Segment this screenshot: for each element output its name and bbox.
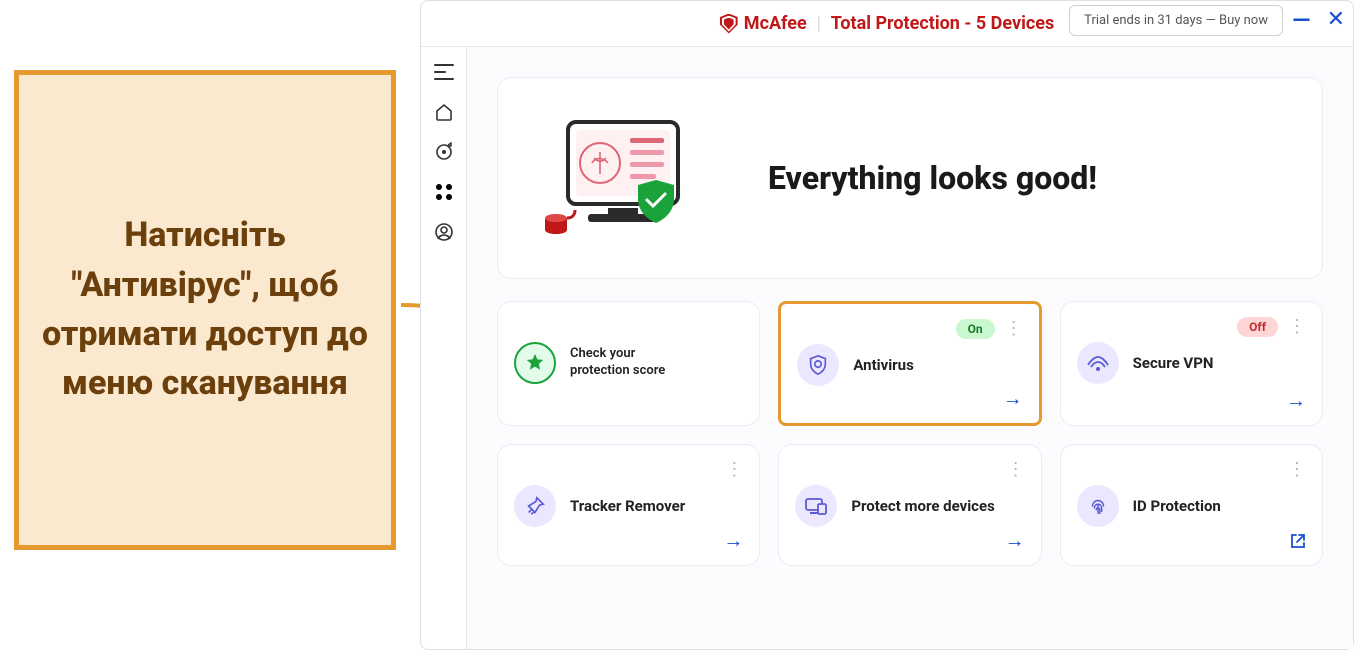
card-secure-vpn[interactable]: Off ⋮ Secure VPN →: [1060, 301, 1323, 426]
target-icon[interactable]: [433, 141, 455, 163]
antivirus-icon: [797, 344, 839, 386]
close-icon[interactable]: ✕: [1327, 7, 1345, 32]
titlebar: McAfee | Total Protection - 5 Devices Tr…: [421, 1, 1353, 46]
star-icon: [514, 342, 556, 384]
status-hero: Everything looks good!: [497, 77, 1323, 279]
trial-buy-button[interactable]: Trial ends in 31 days — Buy now: [1069, 5, 1283, 36]
hero-headline: Everything looks good!: [768, 159, 1097, 197]
minimize-icon[interactable]: —: [1292, 15, 1310, 25]
main-content: Everything looks good! Check your protec…: [467, 47, 1353, 649]
card-protection-score[interactable]: Check your protection score: [497, 301, 760, 426]
card-grid: Check your protection score On ⋮: [497, 301, 1323, 566]
devices-label: Protect more devices: [851, 497, 994, 515]
hero-illustration: [538, 108, 708, 248]
more-icon[interactable]: ⋮: [1288, 465, 1306, 475]
antivirus-label: Antivirus: [853, 356, 913, 374]
protection-score-line2: protection score: [570, 363, 665, 380]
idp-label: ID Protection: [1133, 497, 1221, 515]
menu-icon[interactable]: [433, 61, 455, 83]
brand-name: McAfee: [744, 13, 807, 34]
tutorial-callout: Натисніть "Антивірус", щоб отримати дост…: [14, 70, 396, 550]
home-icon[interactable]: [433, 101, 455, 123]
external-link-icon[interactable]: [1290, 533, 1306, 553]
window-controls: — ✕: [1292, 7, 1345, 32]
grid-icon[interactable]: [433, 181, 455, 203]
vpn-label: Secure VPN: [1133, 354, 1214, 372]
sidebar: [421, 47, 467, 649]
card-antivirus[interactable]: On ⋮ Antivirus →: [778, 301, 1041, 426]
more-icon[interactable]: ⋮: [1007, 465, 1025, 475]
more-icon[interactable]: ⋮: [1288, 322, 1306, 332]
devices-icon: [795, 485, 837, 527]
brand-block: McAfee | Total Protection - 5 Devices: [720, 13, 1054, 34]
protection-score-line1: Check your: [570, 346, 665, 363]
card-protect-devices[interactable]: ⋮ Protect more devices →: [778, 444, 1041, 566]
more-icon[interactable]: ⋮: [1005, 324, 1023, 334]
vpn-icon: [1077, 342, 1119, 384]
vpn-status-badge: Off: [1237, 317, 1278, 337]
product-name: Total Protection - 5 Devices: [831, 13, 1055, 34]
more-icon[interactable]: ⋮: [725, 465, 743, 475]
arrow-right-icon[interactable]: →: [1286, 388, 1306, 413]
brand-logo: McAfee: [720, 13, 807, 34]
card-tracker-remover[interactable]: ⋮ Tracker Remover →: [497, 444, 760, 566]
fingerprint-icon: [1077, 485, 1119, 527]
brand-separator: |: [817, 13, 821, 34]
app-window: McAfee | Total Protection - 5 Devices Tr…: [420, 0, 1354, 650]
tutorial-callout-text: Натисніть "Антивірус", щоб отримати дост…: [39, 211, 371, 408]
broom-icon: [514, 485, 556, 527]
arrow-right-icon[interactable]: →: [1005, 528, 1025, 553]
antivirus-status-badge: On: [956, 319, 995, 339]
tracker-label: Tracker Remover: [570, 497, 685, 515]
shield-icon: [720, 14, 738, 34]
arrow-right-icon[interactable]: →: [723, 528, 743, 553]
arrow-right-icon[interactable]: →: [1003, 386, 1023, 411]
card-id-protection[interactable]: ⋮ ID Protection: [1060, 444, 1323, 566]
account-icon[interactable]: [433, 221, 455, 243]
